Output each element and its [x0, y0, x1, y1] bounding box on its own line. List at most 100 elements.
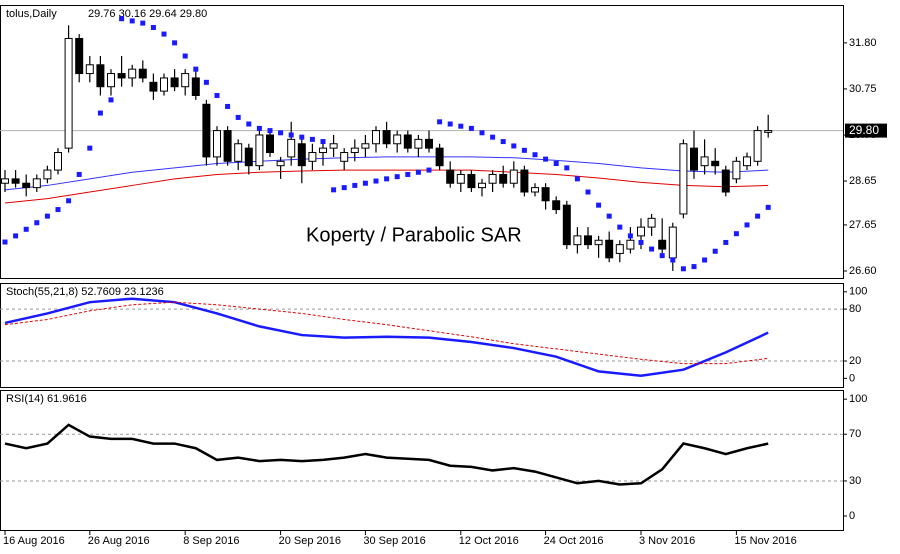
candle-body: [138, 68, 147, 79]
sar-dot: [447, 121, 453, 127]
sar-dot: [532, 152, 538, 158]
envelope-line: [4, 156, 769, 191]
candle-body: [191, 77, 200, 96]
sar-dot: [521, 147, 527, 153]
sar-dot: [108, 97, 114, 103]
sar-dot: [278, 130, 284, 136]
candle-body: [43, 169, 52, 180]
candle-body: [658, 239, 667, 250]
candle-body: [266, 134, 274, 154]
sar-dot: [574, 176, 580, 182]
x-tick-label: 24 Oct 2016: [544, 535, 604, 547]
y-tick-label: 31.80: [849, 37, 877, 49]
candle-body: [552, 200, 561, 211]
chart-title: Stoch(55,21,8) 52.7609 23.1236: [6, 286, 164, 298]
indicator-line: [4, 297, 769, 378]
candle-body: [54, 152, 62, 171]
sar-dot: [76, 171, 82, 177]
candle-body: [234, 143, 243, 162]
candle-body: [393, 134, 402, 145]
candle-body: [244, 147, 253, 167]
candle-body: [668, 226, 677, 259]
sar-dot: [2, 239, 8, 245]
annotation: Koperty / Parabolic SAR: [306, 224, 522, 246]
sar-dot: [214, 92, 220, 98]
candle-body: [711, 160, 720, 167]
candle-body: [297, 143, 306, 167]
sar-dot: [670, 257, 676, 263]
candle-body: [615, 244, 624, 254]
y-tick-label: 26.60: [849, 265, 877, 277]
sar-dot: [55, 207, 61, 213]
candle-body: [562, 204, 571, 246]
sar-dot: [140, 20, 146, 26]
candle-body: [75, 37, 84, 75]
indicator-line: [4, 301, 769, 365]
candle-body: [531, 187, 539, 193]
candle-body: [467, 173, 476, 189]
sar-dot: [659, 253, 665, 259]
sar-dot: [755, 213, 761, 219]
candle-body: [626, 239, 635, 250]
candle-body: [764, 130, 773, 133]
x-tick-label: 3 Nov 2016: [639, 535, 695, 547]
candle-body: [329, 143, 338, 149]
sar-dot: [13, 233, 19, 239]
candle-body: [690, 147, 698, 171]
candle-body: [107, 73, 115, 88]
sar-dot: [362, 180, 368, 186]
sar-dot: [161, 31, 167, 37]
sar-dot: [553, 160, 559, 166]
candle-body: [350, 147, 359, 154]
candle-body: [287, 138, 296, 158]
sar-dot: [606, 213, 612, 219]
y-tick-label: 80: [849, 303, 861, 315]
sar-dot: [712, 248, 718, 254]
sar-dot: [331, 187, 337, 193]
x-tick-label: 20 Sep 2016: [279, 535, 341, 547]
candle-body: [573, 235, 582, 246]
candle-body: [276, 160, 285, 167]
candle-body: [340, 152, 349, 162]
candle-body: [584, 235, 592, 246]
sar-dot: [426, 167, 432, 173]
candle-body: [64, 37, 73, 149]
x-tick-label: 15 Nov 2016: [734, 535, 796, 547]
sar-dot: [34, 220, 40, 226]
sar-dot: [680, 266, 686, 272]
sar-dot: [723, 239, 729, 245]
sar-dot: [733, 231, 739, 237]
candle-body: [456, 173, 465, 184]
sar-dot: [479, 130, 485, 136]
indicator-line: [4, 423, 769, 486]
chart-title: tolus,Daily: [6, 8, 57, 20]
candle-body: [117, 73, 126, 79]
candle-body: [213, 130, 221, 158]
y-tick-label: 28.65: [849, 175, 877, 187]
y-tick-label: 100: [849, 286, 867, 298]
sar-dot: [458, 123, 464, 129]
candle-body: [488, 173, 497, 184]
sar-dot: [638, 239, 644, 245]
sar-dot: [585, 189, 591, 195]
sar-dot: [150, 24, 156, 30]
candle-body: [594, 239, 603, 246]
last-price-label: 29.80: [849, 123, 879, 137]
sar-dot: [256, 125, 262, 131]
candle-body: [446, 169, 455, 184]
sar-dot: [97, 110, 103, 116]
candle-body: [435, 147, 444, 167]
x-tick-label: 26 Aug 2016: [88, 535, 150, 547]
x-tick-label: 8 Sep 2016: [183, 535, 239, 547]
sar-dot: [437, 119, 443, 125]
candle-body: [372, 130, 380, 145]
price-panel: [0, 5, 844, 279]
sar-dot: [235, 114, 241, 120]
sar-dot: [765, 204, 771, 210]
candle-body: [85, 64, 94, 75]
sar-dot: [649, 246, 655, 252]
candle-body: [382, 130, 391, 145]
sar-dot: [511, 143, 517, 149]
candle-body: [637, 226, 645, 237]
